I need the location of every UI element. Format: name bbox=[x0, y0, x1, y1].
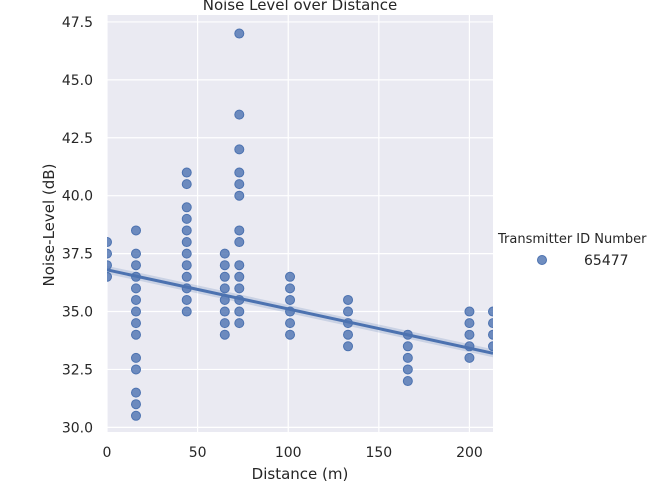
data-point bbox=[343, 341, 354, 352]
data-point bbox=[219, 329, 230, 340]
data-point bbox=[107, 248, 112, 259]
data-point bbox=[285, 329, 296, 340]
data-point bbox=[464, 329, 475, 340]
data-point bbox=[181, 167, 192, 178]
data-point bbox=[234, 283, 245, 294]
data-point bbox=[107, 271, 112, 282]
data-point bbox=[130, 283, 141, 294]
legend-marker bbox=[537, 255, 547, 265]
data-point bbox=[219, 248, 230, 259]
data-point bbox=[234, 28, 245, 39]
y-axis-ticks: 30.0 32.5 35.0 37.5 40.0 42.5 45.0 47.5 bbox=[62, 15, 93, 436]
data-point bbox=[402, 364, 413, 375]
y-tick-label: 42.5 bbox=[62, 131, 93, 147]
data-point bbox=[234, 260, 245, 271]
data-point bbox=[234, 167, 245, 178]
data-points bbox=[107, 28, 493, 421]
x-axis-ticks: 0 50 100 150 200 bbox=[103, 445, 483, 461]
plot-background bbox=[107, 15, 493, 432]
data-point bbox=[402, 376, 413, 387]
data-point bbox=[285, 271, 296, 282]
x-tick-label: 200 bbox=[456, 445, 483, 461]
legend: Transmitter ID Number 65477 bbox=[497, 232, 647, 269]
data-point bbox=[181, 271, 192, 282]
x-tick-label: 0 bbox=[103, 445, 112, 461]
data-point bbox=[130, 260, 141, 271]
data-point bbox=[130, 410, 141, 421]
data-point bbox=[343, 294, 354, 305]
data-point bbox=[285, 318, 296, 329]
data-point bbox=[107, 237, 112, 248]
data-point bbox=[402, 341, 413, 352]
data-point bbox=[234, 144, 245, 155]
data-point bbox=[488, 306, 493, 317]
data-point bbox=[219, 260, 230, 271]
grid bbox=[106, 15, 493, 432]
data-point bbox=[181, 179, 192, 190]
y-axis-label: Noise-Level (dB) bbox=[40, 164, 58, 287]
data-point bbox=[488, 318, 493, 329]
data-point bbox=[219, 306, 230, 317]
data-point bbox=[130, 329, 141, 340]
data-point bbox=[234, 271, 245, 282]
y-tick-label: 35.0 bbox=[62, 305, 93, 321]
data-point bbox=[234, 179, 245, 190]
data-point bbox=[234, 109, 245, 120]
data-point bbox=[130, 306, 141, 317]
data-point bbox=[464, 318, 475, 329]
data-point bbox=[234, 225, 245, 236]
data-point bbox=[130, 248, 141, 259]
data-point bbox=[181, 213, 192, 224]
x-tick-label: 100 bbox=[275, 445, 302, 461]
data-point bbox=[464, 352, 475, 363]
data-point bbox=[402, 352, 413, 363]
data-point bbox=[181, 294, 192, 305]
data-point bbox=[219, 271, 230, 282]
data-point bbox=[130, 399, 141, 410]
legend-series-label: 65477 bbox=[584, 253, 629, 269]
data-point bbox=[234, 318, 245, 329]
data-point bbox=[488, 341, 493, 352]
x-tick-label: 150 bbox=[365, 445, 392, 461]
data-point bbox=[343, 306, 354, 317]
data-point bbox=[219, 318, 230, 329]
data-point bbox=[181, 202, 192, 213]
data-point bbox=[130, 318, 141, 329]
data-point bbox=[488, 329, 493, 340]
data-point bbox=[107, 260, 112, 271]
chart-title: Noise Level over Distance bbox=[203, 0, 398, 14]
y-tick-label: 47.5 bbox=[62, 15, 93, 31]
y-tick-label: 30.0 bbox=[62, 420, 93, 436]
data-point bbox=[285, 283, 296, 294]
data-point bbox=[181, 248, 192, 259]
regression-line bbox=[107, 268, 493, 355]
data-point bbox=[130, 364, 141, 375]
y-tick-label: 37.5 bbox=[62, 247, 93, 263]
data-point bbox=[285, 294, 296, 305]
data-point bbox=[130, 352, 141, 363]
legend-title: Transmitter ID Number bbox=[497, 232, 647, 247]
y-tick-label: 40.0 bbox=[62, 189, 93, 205]
y-tick-label: 32.5 bbox=[62, 362, 93, 378]
data-point bbox=[343, 329, 354, 340]
data-point bbox=[234, 237, 245, 248]
data-point bbox=[234, 190, 245, 201]
data-point bbox=[130, 294, 141, 305]
data-point bbox=[181, 260, 192, 271]
data-point bbox=[181, 306, 192, 317]
x-tick-label: 50 bbox=[189, 445, 207, 461]
data-point bbox=[181, 225, 192, 236]
data-point bbox=[130, 225, 141, 236]
regression-line-group bbox=[107, 268, 493, 355]
data-point bbox=[130, 387, 141, 398]
data-point bbox=[181, 237, 192, 248]
data-point bbox=[464, 306, 475, 317]
x-axis-label: Distance (m) bbox=[252, 465, 349, 483]
data-point bbox=[234, 306, 245, 317]
data-point bbox=[219, 283, 230, 294]
y-tick-label: 45.0 bbox=[62, 73, 93, 89]
